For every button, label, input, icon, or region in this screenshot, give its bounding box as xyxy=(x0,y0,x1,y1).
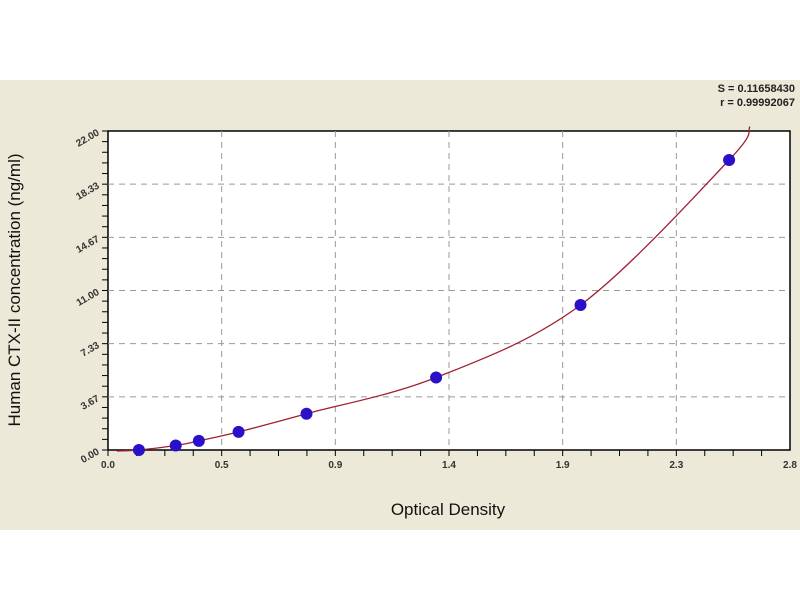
x-tick-label: 1.9 xyxy=(556,460,570,471)
data-point xyxy=(169,439,182,452)
stat-r: r = 0.99992067 xyxy=(720,97,795,109)
y-axis-title: Human CTX-II concentration (ng/ml) xyxy=(5,153,24,426)
data-point xyxy=(574,299,587,311)
data-point xyxy=(192,434,205,447)
x-tick-label: 0.5 xyxy=(215,460,229,471)
y-tick-label: 7.33 xyxy=(79,340,102,359)
data-point xyxy=(430,371,443,384)
data-point xyxy=(232,425,245,438)
x-tick-label: 0.9 xyxy=(328,460,342,471)
y-tick-label: 3.67 xyxy=(79,393,102,412)
x-tick-label: 0.0 xyxy=(101,460,115,471)
y-tick-label: 22.00 xyxy=(74,127,102,149)
y-tick-label: 18.33 xyxy=(74,180,102,202)
x-tick-label: 2.3 xyxy=(669,460,683,471)
x-axis-title: Optical Density xyxy=(391,500,506,519)
x-tick-label: 2.8 xyxy=(783,460,797,471)
data-point xyxy=(300,407,313,420)
y-tick-label: 0.00 xyxy=(79,446,102,465)
data-point xyxy=(132,444,145,456)
stat-s: S = 0.11658430 xyxy=(718,83,795,95)
y-tick-label: 14.67 xyxy=(74,234,102,256)
y-tick-label: 11.00 xyxy=(75,287,102,309)
x-tick-label: 1.4 xyxy=(442,460,456,471)
data-point xyxy=(723,154,736,166)
